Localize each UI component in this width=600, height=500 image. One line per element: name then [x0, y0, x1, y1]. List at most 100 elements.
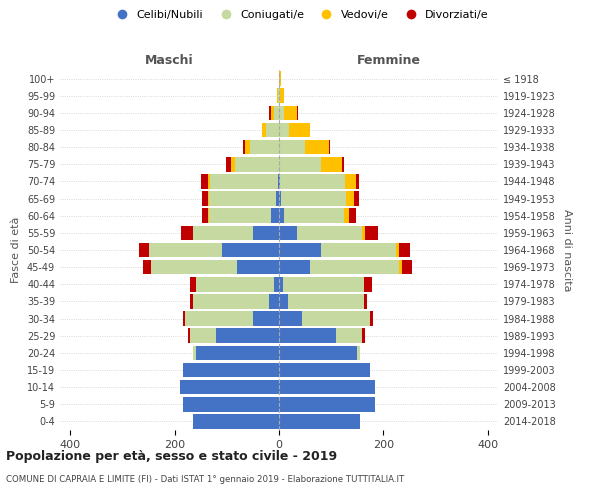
- Bar: [279, 88, 284, 103]
- Bar: [279, 312, 370, 326]
- Bar: [235, 157, 279, 172]
- Bar: [279, 72, 281, 86]
- Bar: [182, 312, 279, 326]
- Bar: [279, 106, 297, 120]
- Bar: [271, 208, 279, 223]
- Bar: [277, 88, 279, 103]
- Bar: [180, 380, 279, 394]
- Bar: [279, 88, 280, 103]
- Bar: [182, 397, 279, 411]
- Bar: [193, 346, 279, 360]
- Bar: [279, 226, 378, 240]
- Bar: [279, 414, 360, 428]
- Bar: [279, 397, 376, 411]
- Bar: [279, 328, 365, 343]
- Bar: [279, 192, 359, 206]
- Bar: [193, 294, 279, 308]
- Bar: [149, 242, 279, 258]
- Bar: [279, 397, 376, 411]
- Y-axis label: Fasce di età: Fasce di età: [11, 217, 21, 283]
- Bar: [279, 192, 346, 206]
- Bar: [279, 380, 376, 394]
- Bar: [151, 260, 279, 274]
- Bar: [190, 294, 279, 308]
- Bar: [279, 362, 370, 378]
- Bar: [139, 242, 279, 258]
- Bar: [182, 397, 279, 411]
- Bar: [182, 362, 279, 378]
- Bar: [279, 397, 376, 411]
- Bar: [279, 192, 281, 206]
- Bar: [210, 174, 279, 188]
- Bar: [279, 260, 310, 274]
- Bar: [279, 414, 360, 428]
- Bar: [180, 380, 279, 394]
- Bar: [193, 414, 279, 428]
- Bar: [279, 242, 397, 258]
- Bar: [279, 294, 364, 308]
- Bar: [279, 122, 310, 138]
- Bar: [279, 277, 364, 291]
- Bar: [279, 140, 305, 154]
- Text: Maschi: Maschi: [145, 54, 194, 66]
- Bar: [149, 242, 279, 258]
- Bar: [237, 260, 279, 274]
- Bar: [230, 157, 279, 172]
- Bar: [279, 328, 337, 343]
- Bar: [193, 414, 279, 428]
- Bar: [279, 192, 353, 206]
- Bar: [193, 414, 279, 428]
- Bar: [279, 380, 376, 394]
- Bar: [279, 174, 359, 188]
- Bar: [279, 312, 302, 326]
- Bar: [182, 397, 279, 411]
- Bar: [182, 362, 279, 378]
- Bar: [279, 294, 364, 308]
- Bar: [279, 362, 370, 378]
- Bar: [279, 277, 364, 291]
- Bar: [185, 312, 279, 326]
- Bar: [190, 328, 279, 343]
- Bar: [202, 208, 279, 223]
- Bar: [279, 312, 370, 326]
- Bar: [274, 106, 279, 120]
- Bar: [262, 122, 279, 138]
- Bar: [253, 312, 279, 326]
- Bar: [279, 122, 310, 138]
- Bar: [190, 277, 279, 291]
- Bar: [279, 397, 376, 411]
- Bar: [279, 312, 373, 326]
- Bar: [243, 140, 279, 154]
- Bar: [279, 140, 329, 154]
- Bar: [269, 294, 279, 308]
- Bar: [279, 294, 367, 308]
- Bar: [143, 260, 279, 274]
- Bar: [182, 362, 279, 378]
- Bar: [193, 346, 279, 360]
- Bar: [180, 380, 279, 394]
- Bar: [279, 88, 284, 103]
- Bar: [279, 260, 401, 274]
- Bar: [253, 226, 279, 240]
- Bar: [208, 208, 279, 223]
- Bar: [185, 312, 279, 326]
- Bar: [279, 328, 362, 343]
- Bar: [277, 192, 279, 206]
- Bar: [151, 260, 279, 274]
- Legend: Celibi/Nubili, Coniugati/e, Vedovi/e, Divorziati/e: Celibi/Nubili, Coniugati/e, Vedovi/e, Di…: [107, 6, 493, 25]
- Bar: [278, 88, 279, 103]
- Bar: [279, 346, 360, 360]
- Bar: [279, 346, 360, 360]
- Bar: [279, 140, 329, 154]
- Text: COMUNE DI CAPRAIA E LIMITE (FI) - Dati ISTAT 1° gennaio 2019 - Elaborazione TUTT: COMUNE DI CAPRAIA E LIMITE (FI) - Dati I…: [6, 475, 404, 484]
- Bar: [277, 88, 279, 103]
- Bar: [279, 362, 370, 378]
- Bar: [279, 277, 283, 291]
- Bar: [279, 260, 399, 274]
- Bar: [266, 122, 279, 138]
- Bar: [279, 157, 341, 172]
- Bar: [180, 380, 279, 394]
- Bar: [221, 242, 279, 258]
- Bar: [279, 242, 410, 258]
- Bar: [208, 192, 279, 206]
